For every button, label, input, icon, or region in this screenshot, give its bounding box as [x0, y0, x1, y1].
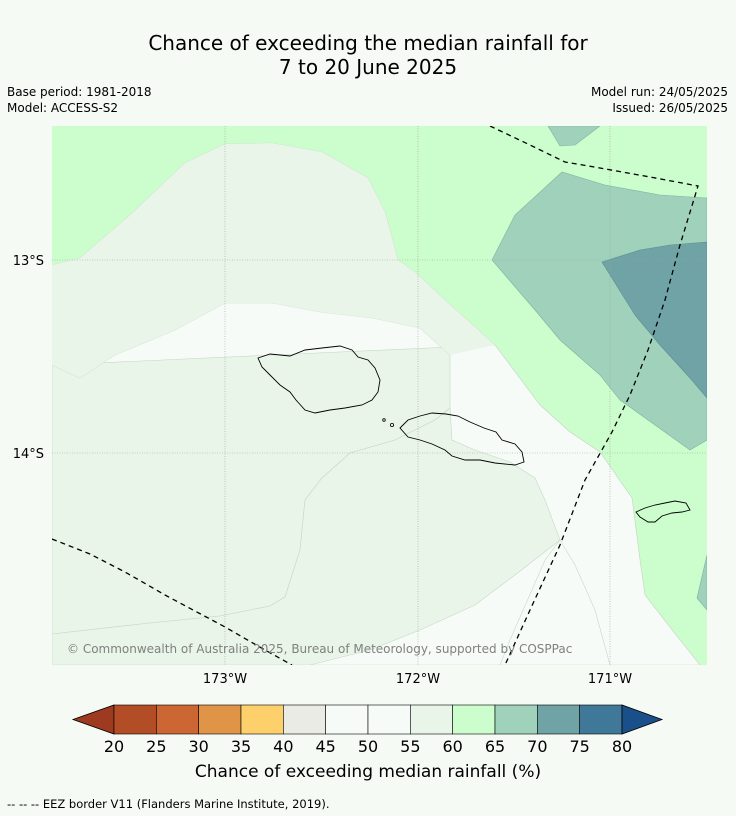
graticule: [52, 126, 707, 665]
colorbar-tick-label: 35: [230, 737, 252, 756]
lat-label-13s: 13°S: [13, 254, 44, 269]
colorbar-tick-label: 80: [611, 737, 633, 756]
model-run-label: Model run: 24/05/2025: [590, 85, 728, 99]
copyright-text: © Commonwealth of Australia 2025, Bureau…: [67, 642, 572, 656]
colorbar-tick-label: 30: [188, 737, 209, 756]
colorbar-segment: [283, 704, 326, 735]
base-period-label: Base period: 1981-2018: [7, 85, 152, 99]
colorbar-tick-label: 50: [357, 737, 379, 756]
colorbar-tick-label: 75: [569, 737, 590, 756]
upolu-island: [399, 412, 525, 466]
colorbar-title: Chance of exceeding median rainfall (%): [194, 762, 542, 782]
lon-label-172w: 172°W: [396, 672, 440, 687]
colorbar-segment: [198, 704, 242, 735]
chart-title-line1: Chance of exceeding the median rainfall …: [148, 31, 588, 55]
colorbar-segment: [367, 704, 411, 735]
contour-55-60-left: [52, 143, 495, 378]
colorbar-segment: [113, 704, 157, 735]
colorbar-extend-low: [71, 704, 115, 735]
contour-70-75: [601, 241, 707, 399]
map-frame: © Commonwealth of Australia 2025, Bureau…: [52, 126, 707, 665]
colorbar-segment: [240, 704, 284, 735]
eez-border-west: [52, 538, 293, 665]
colorbar-tick-label: 65: [484, 737, 506, 756]
contour-65-70-east: [696, 554, 707, 611]
chart-title-line2: 7 to 20 June 2025: [278, 55, 458, 79]
islet-apolima: [382, 418, 386, 422]
colorbar: [71, 704, 664, 735]
issued-label: Issued: 26/05/2025: [612, 101, 728, 115]
colorbar-tick-label: 20: [103, 737, 125, 756]
colorbar-segment: [537, 704, 580, 735]
colorbar-tick-label: 55: [400, 737, 421, 756]
savaii-island: [257, 345, 381, 414]
colorbar-tick-label: 40: [273, 737, 294, 756]
colorbar-segment: [579, 704, 623, 735]
lat-label-14s: 14°S: [13, 447, 44, 462]
contour-45-55-southeast: [499, 539, 611, 665]
contour-65-70-north: [547, 126, 601, 147]
lon-label-173w: 173°W: [203, 672, 247, 687]
islet-manono: [389, 422, 394, 427]
colorbar-tick-label: 70: [527, 737, 548, 756]
colorbar-tick-label: 45: [315, 737, 336, 756]
contour-55-60-south: [52, 407, 561, 665]
model-label: Model: ACCESS-S2: [7, 101, 119, 115]
tutuila-island: [635, 500, 691, 523]
colorbar-tick-label: 25: [146, 737, 167, 756]
colorbar-segment: [452, 704, 496, 735]
colorbar-segment: [325, 704, 369, 735]
colorbar-tick-label: 60: [442, 737, 463, 756]
colorbar-extend-high: [621, 704, 664, 735]
contour-65-70: [491, 171, 707, 451]
colorbar-segment: [494, 704, 538, 735]
eez-footnote: -- -- -- EEZ border V11 (Flanders Marine…: [7, 797, 330, 811]
lon-label-171w: 171°W: [588, 672, 632, 687]
colorbar-segment: [156, 704, 199, 735]
colorbar-segment: [410, 704, 453, 735]
eez-border-east: [489, 126, 699, 665]
